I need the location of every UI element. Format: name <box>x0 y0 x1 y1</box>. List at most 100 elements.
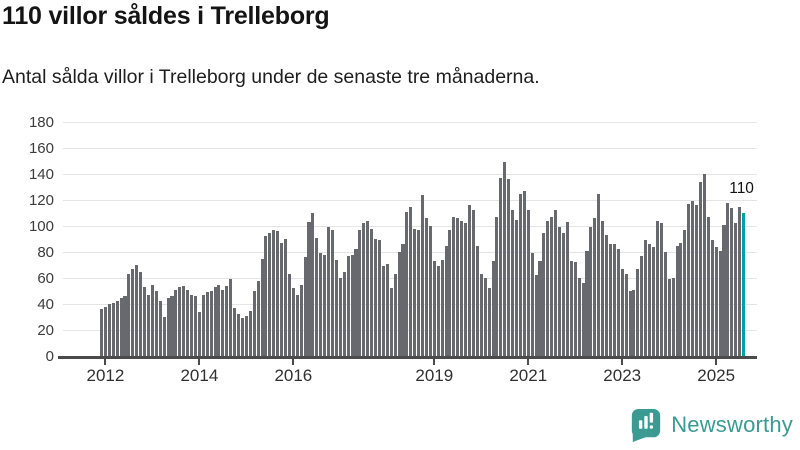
bar <box>244 315 248 356</box>
bar <box>237 314 241 356</box>
bar <box>436 266 440 356</box>
bar <box>209 291 213 356</box>
bar <box>616 249 620 356</box>
bar-chart-speech-bubble-icon <box>632 408 661 442</box>
y-axis-label: 160 <box>28 139 54 157</box>
bar <box>389 288 393 356</box>
bar <box>628 291 632 356</box>
bar <box>146 294 151 356</box>
chart-title: 110 villor såldes i Trelleborg <box>2 2 330 30</box>
bar <box>119 297 123 356</box>
bar <box>287 274 291 356</box>
newsworthy-logo[interactable]: Newsworthy <box>629 406 793 444</box>
bar <box>276 231 280 356</box>
bar <box>632 289 636 356</box>
bar <box>362 223 366 356</box>
bar <box>182 285 186 356</box>
bar <box>397 252 401 356</box>
gridline <box>63 174 757 175</box>
x-axis-tick <box>621 358 624 365</box>
bar <box>624 274 628 356</box>
bar <box>526 210 530 356</box>
bar <box>280 242 284 356</box>
bar <box>409 206 413 356</box>
bar <box>268 232 272 356</box>
bar <box>354 249 358 356</box>
bar <box>730 207 734 356</box>
bar <box>460 220 464 356</box>
bar <box>217 284 221 356</box>
y-axis-label: 100 <box>28 217 54 235</box>
bar <box>608 244 612 356</box>
bar <box>256 280 260 356</box>
bar <box>573 262 577 356</box>
bar <box>131 268 135 356</box>
bar <box>456 218 460 356</box>
bar <box>205 292 209 356</box>
bar <box>178 287 182 356</box>
bar <box>150 284 154 356</box>
y-axis-label: 20 <box>37 321 54 339</box>
bar <box>589 227 593 356</box>
y-axis-label: 180 <box>28 113 54 131</box>
bar <box>499 177 503 356</box>
bar <box>432 261 436 356</box>
bar <box>581 283 585 356</box>
bar <box>507 179 511 356</box>
bar <box>691 201 695 356</box>
bar <box>100 309 104 356</box>
bar <box>334 259 338 356</box>
bar <box>319 253 323 356</box>
bar <box>240 318 244 356</box>
bar <box>511 210 515 356</box>
bar <box>139 271 143 356</box>
bar <box>514 219 519 356</box>
bar <box>264 236 268 356</box>
bar <box>346 255 350 356</box>
bar <box>491 261 495 356</box>
bar <box>698 181 703 356</box>
bar <box>706 216 710 356</box>
bar <box>569 261 573 356</box>
bar <box>229 279 233 356</box>
bar <box>174 289 178 356</box>
bar <box>366 220 370 356</box>
bar <box>620 268 624 356</box>
bar <box>111 302 115 356</box>
bar <box>667 279 671 356</box>
bar <box>561 232 566 356</box>
bar <box>248 310 252 356</box>
bar <box>197 311 201 356</box>
x-axis-label: 2025 <box>697 366 736 385</box>
bar <box>405 211 409 356</box>
bar <box>644 240 648 356</box>
gridline <box>63 200 757 201</box>
x-axis-tick <box>198 358 201 365</box>
bar <box>260 258 264 356</box>
y-axis-label: 140 <box>28 165 54 183</box>
bar <box>534 275 538 356</box>
bar <box>483 278 487 356</box>
bar <box>695 205 699 356</box>
highlighted-bar <box>742 213 746 356</box>
bar <box>272 229 276 356</box>
bar <box>518 193 522 356</box>
y-axis-label: 0 <box>45 347 54 365</box>
bar <box>421 194 425 356</box>
bar <box>327 227 331 356</box>
bar <box>503 162 507 356</box>
x-axis-label: 2023 <box>603 366 642 385</box>
bar <box>464 223 468 356</box>
bar <box>190 294 194 356</box>
gridline <box>63 148 757 149</box>
bar <box>295 294 299 356</box>
bar <box>143 287 147 356</box>
bar <box>714 246 718 356</box>
bar <box>593 218 597 356</box>
x-axis-tick <box>527 358 530 365</box>
bar <box>648 244 652 356</box>
bar <box>315 237 319 356</box>
bar <box>479 274 483 356</box>
last-value-label: 110 <box>729 180 754 197</box>
